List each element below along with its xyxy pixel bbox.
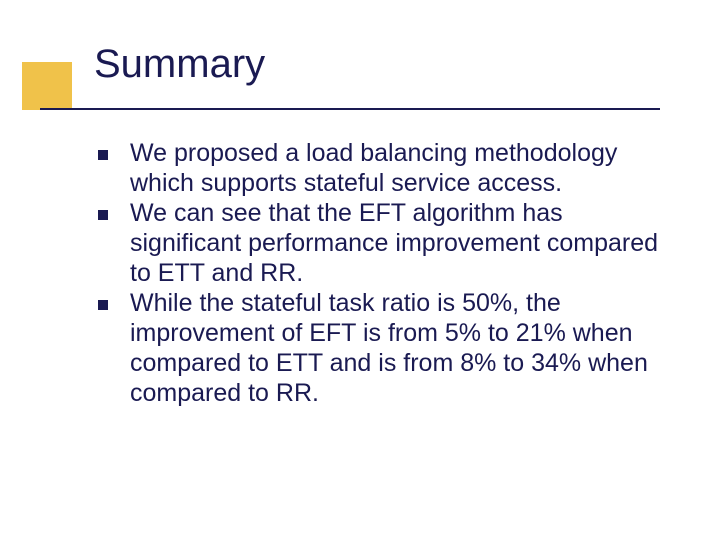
slide-body: We proposed a load balancing methodology…	[96, 138, 666, 408]
square-bullet-icon	[98, 150, 108, 160]
slide: Summary We proposed a load balancing met…	[0, 0, 720, 540]
title-accent-block	[22, 62, 72, 110]
bullet-text: We proposed a load balancing methodology…	[130, 138, 666, 198]
list-item: While the stateful task ratio is 50%, th…	[96, 288, 666, 408]
list-item: We proposed a load balancing methodology…	[96, 138, 666, 198]
title-underline	[40, 108, 660, 110]
bullet-text: While the stateful task ratio is 50%, th…	[130, 288, 666, 408]
square-bullet-icon	[98, 300, 108, 310]
square-bullet-icon	[98, 210, 108, 220]
list-item: We can see that the EFT algorithm has si…	[96, 198, 666, 288]
slide-title: Summary	[94, 42, 265, 87]
bullet-text: We can see that the EFT algorithm has si…	[130, 198, 666, 288]
